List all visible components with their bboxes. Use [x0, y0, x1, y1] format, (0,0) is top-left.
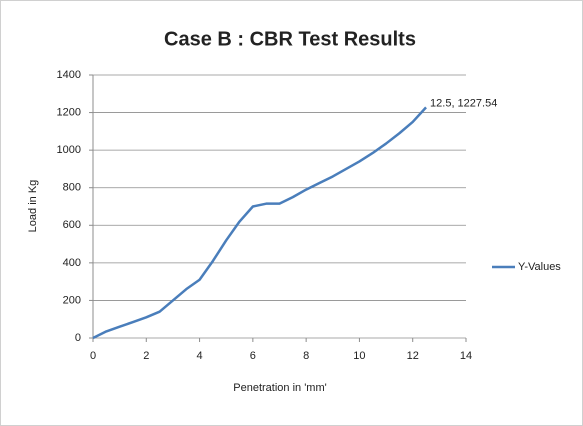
y-tick-label: 600	[63, 219, 81, 231]
x-tick-label: 2	[143, 350, 149, 362]
y-tick-label: 400	[63, 257, 81, 269]
x-tick-label: 8	[303, 350, 309, 362]
y-tick-label: 1200	[57, 106, 81, 118]
data-label: 12.5, 1227.54	[430, 97, 497, 109]
y-tick-label: 1000	[57, 144, 81, 156]
data-line	[92, 106, 427, 340]
x-tick-label: 14	[460, 350, 472, 362]
x-tick-label: 10	[353, 350, 365, 362]
y-tick-label: 800	[63, 182, 81, 194]
x-tick-label: 4	[197, 350, 203, 362]
x-tick-label: 6	[250, 350, 256, 362]
x-axis-label: Penetration in 'mm'	[233, 382, 326, 394]
y-tick-label: 200	[63, 294, 81, 306]
chart-title: Case B : CBR Test Results	[164, 28, 416, 50]
x-tick-label: 0	[90, 350, 96, 362]
x-tick-label: 12	[407, 350, 419, 362]
y-tick-label: 1400	[57, 69, 81, 81]
y-axis-label: Load in Kg	[27, 180, 39, 233]
legend-label: Y-Values	[518, 261, 561, 273]
y-tick-label: 0	[75, 332, 81, 344]
